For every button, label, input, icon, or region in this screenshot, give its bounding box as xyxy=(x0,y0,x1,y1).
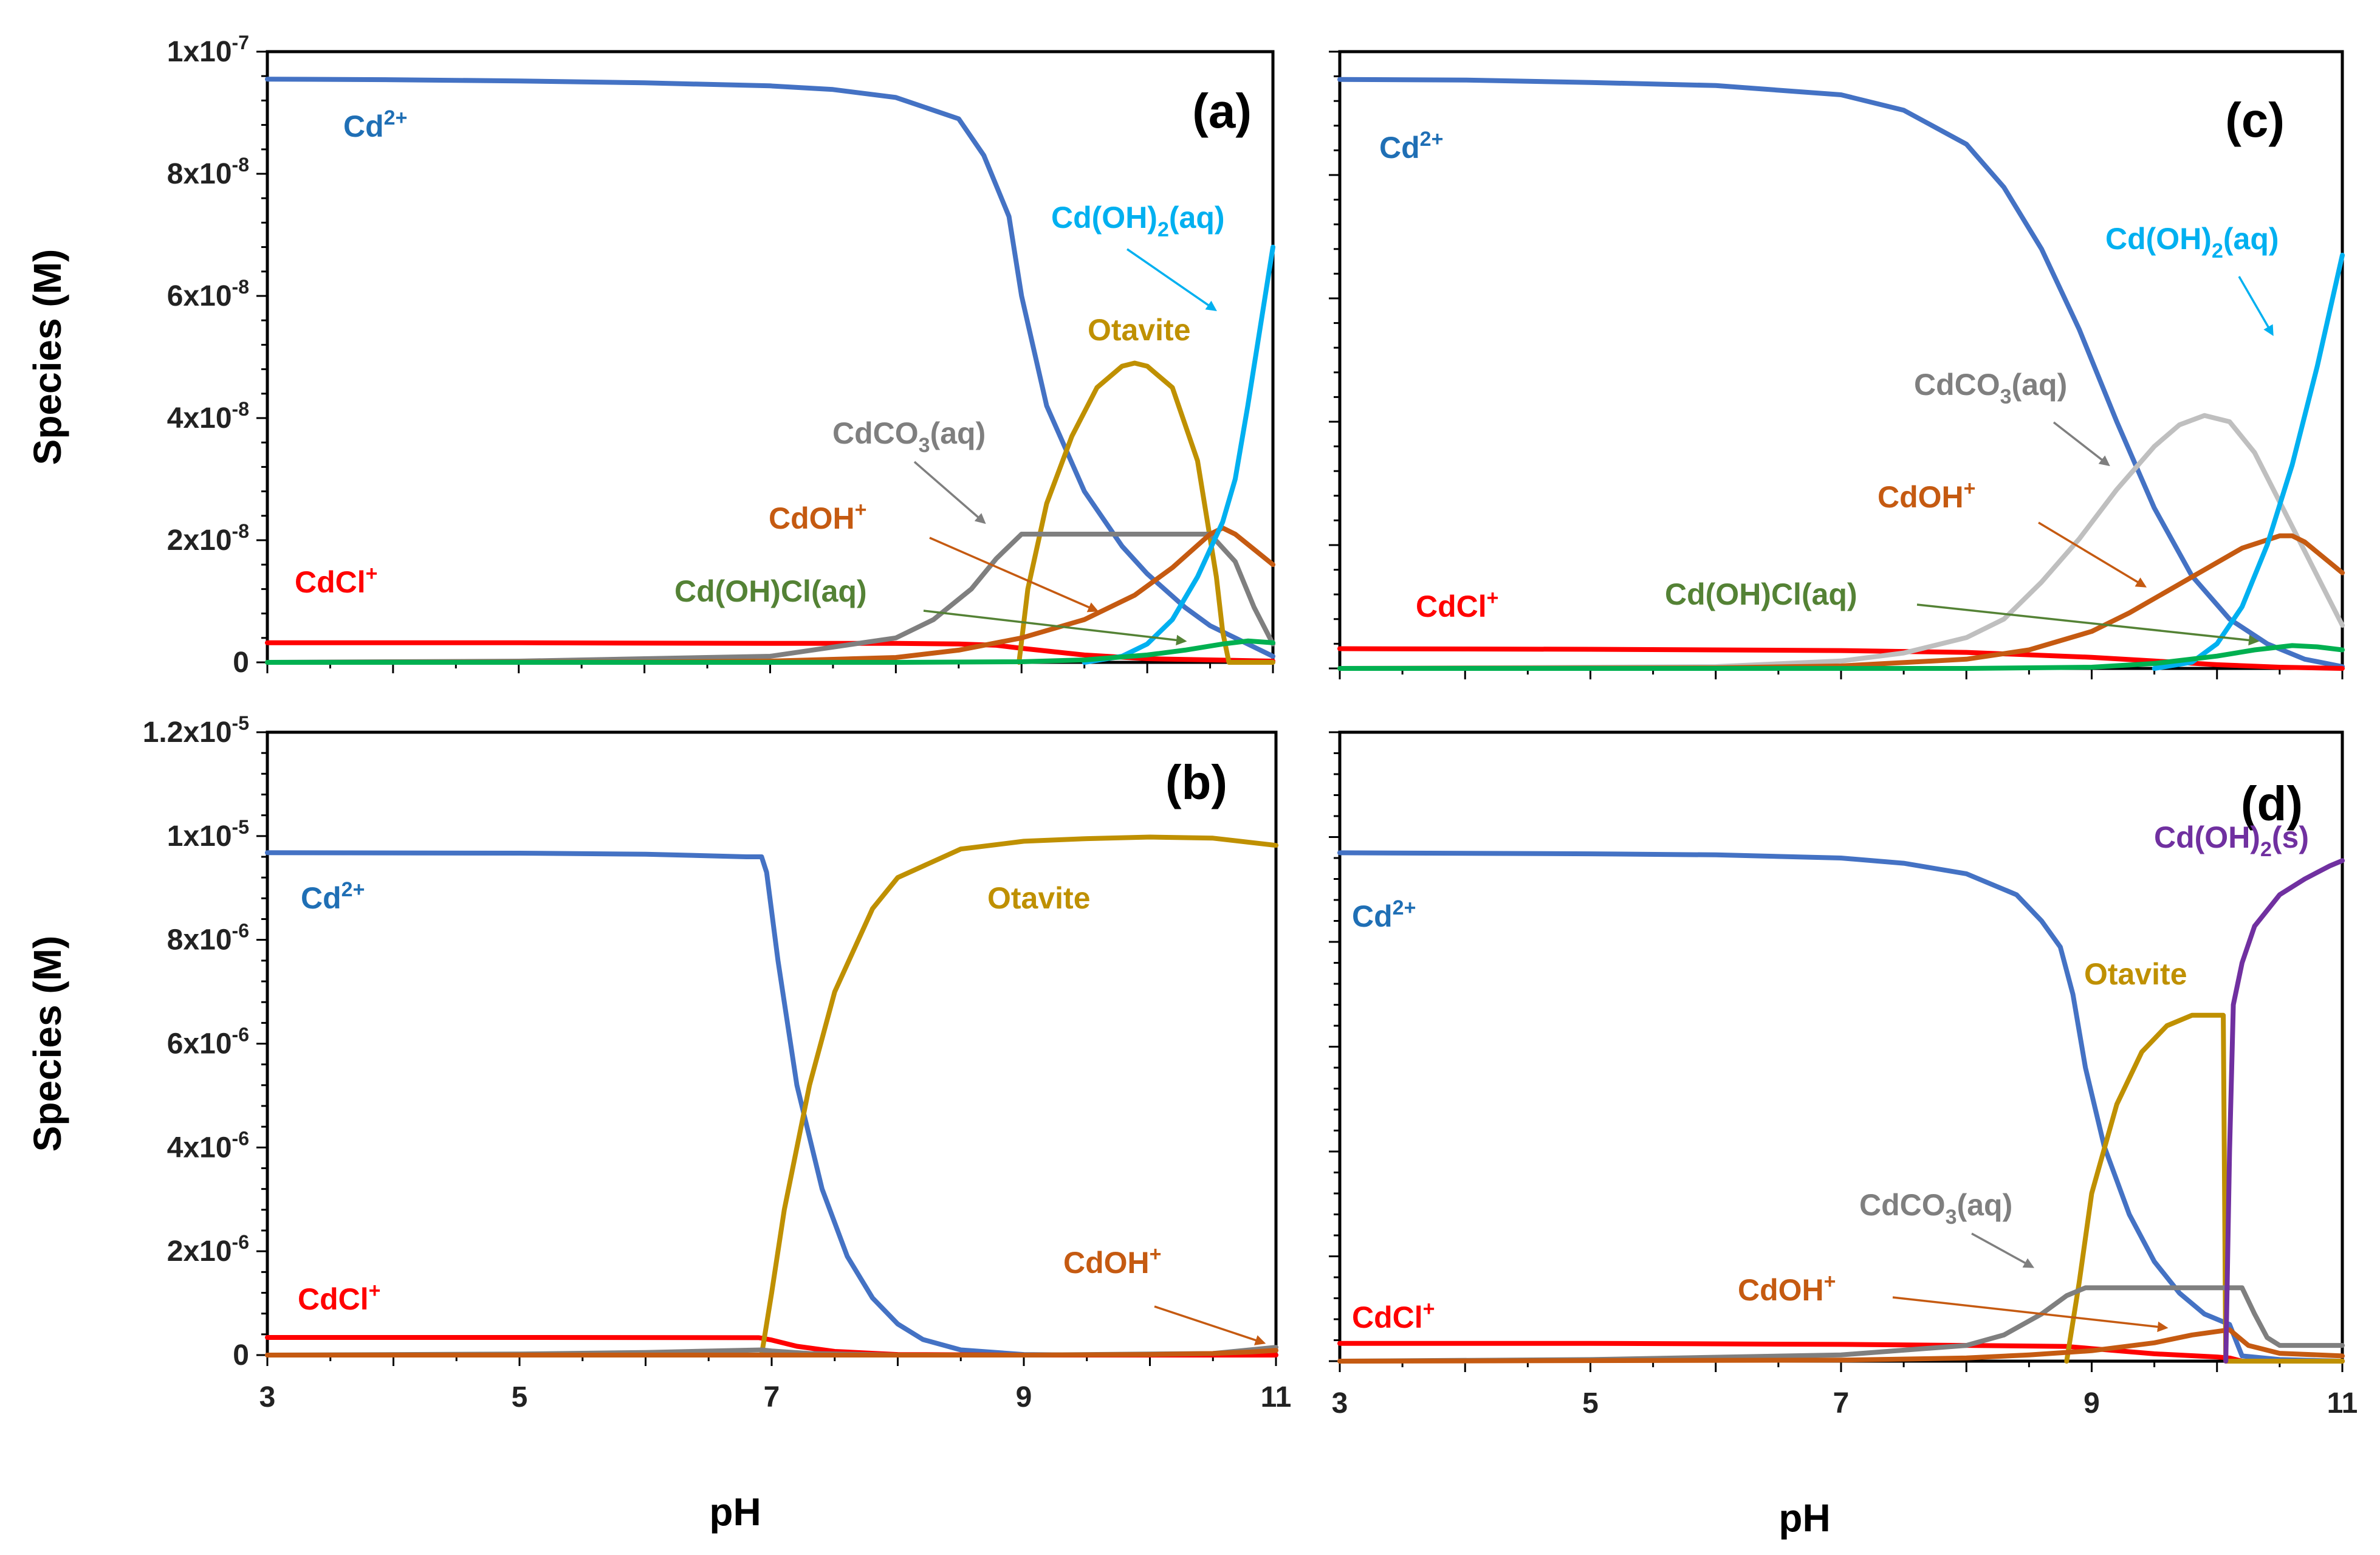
annotation-label: CdOH+ xyxy=(769,498,867,535)
annotation-label: Cd2+ xyxy=(301,878,365,915)
annotation-arrow xyxy=(1892,1296,2169,1333)
annotation-label: Cd(OH)2(aq) xyxy=(2105,222,2279,263)
y-tick-label: 8x10-6 xyxy=(167,920,249,956)
series-line-otavite xyxy=(759,834,1278,1358)
x-tick-label: 7 xyxy=(1833,1387,1850,1419)
annotation-arrow xyxy=(2238,276,2274,337)
annotation-label: Cd(OH)2(s) xyxy=(2154,820,2309,861)
series-line-cd-oh-2-aq- xyxy=(1082,244,1275,665)
annotation-label: Otavite xyxy=(2084,957,2187,991)
y-tick-label: 6x10-8 xyxy=(167,276,249,312)
annotation-label: Otavite xyxy=(987,881,1091,915)
annotation-label: Cd2+ xyxy=(343,106,407,143)
y-axis-label: Species (M) xyxy=(26,249,69,465)
series-line-otavite xyxy=(1017,360,1275,665)
series-line-cd2- xyxy=(1337,850,2345,1364)
annotation-label: CdOH+ xyxy=(1738,1270,1836,1307)
y-tick-label: 4x10-6 xyxy=(167,1127,249,1164)
series-line-cdoh- xyxy=(1337,533,2345,671)
y-axis-label: Species (M) xyxy=(26,936,69,1152)
series-line-otavite xyxy=(2064,1012,2345,1364)
series-line-cd-oh-2-aq- xyxy=(2152,252,2345,671)
annotation-label: CdOH+ xyxy=(1063,1243,1162,1280)
annotation-label: CdCl+ xyxy=(298,1279,381,1316)
y-tick-label: 1.2x10-5 xyxy=(143,712,249,749)
annotation-arrow xyxy=(923,609,1187,646)
series-line-cd-oh-cl-aq- xyxy=(1337,643,2345,671)
y-tick-label: 0 xyxy=(233,647,249,679)
x-tick-label: 3 xyxy=(259,1381,276,1413)
series-line-cdco3-aq- xyxy=(265,532,1275,665)
annotation-arrow xyxy=(1916,603,2260,646)
annotation-label: CdCl+ xyxy=(295,562,378,599)
x-tick-label: 9 xyxy=(1016,1381,1032,1413)
plot-frame xyxy=(266,50,1275,664)
series-line-cdco3-aq- xyxy=(1337,1285,2345,1364)
series-line-cd2- xyxy=(265,77,1275,659)
panel-d: 3 5 7 9 11 pH (d) Cd2+ Cd(OH)2(s) Otavite CdCO3(aq… xyxy=(1329,730,2358,1540)
x-tick-label: 11 xyxy=(1261,1381,1292,1413)
panel-label: (d) xyxy=(2241,777,2303,831)
series-line-cd-oh-cl-aq- xyxy=(265,638,1275,665)
annotation-label: CdCO3(aq) xyxy=(1914,368,2067,408)
annotation-label: CdCl+ xyxy=(1416,586,1499,623)
y-tick-label: 6x10-6 xyxy=(167,1024,249,1060)
y-tick-label: 1x10-5 xyxy=(167,816,249,853)
y-tick-label: 2x10-6 xyxy=(167,1231,249,1268)
x-axis-label: pH xyxy=(709,1490,761,1534)
annotation-arrow xyxy=(2052,421,2110,467)
annotation-label: Cd(OH)Cl(aq) xyxy=(674,574,867,608)
x-tick-label: 3 xyxy=(1332,1387,1348,1419)
annotation-label: CdCO3(aq) xyxy=(832,416,986,457)
annotation-arrow xyxy=(2038,521,2147,588)
panel-a: 0 2x10-8 4x10-8 6x10-8 8x10-8 1x10-7 Species (… xyxy=(26,32,1275,679)
y-tick-label: 2x10-8 xyxy=(167,520,249,557)
panel-label: (b) xyxy=(1165,755,1227,809)
y-tick-label: 1x10-7 xyxy=(167,32,249,68)
annotation-label: CdCl+ xyxy=(1352,1297,1435,1334)
x-tick-label: 9 xyxy=(2083,1387,2100,1419)
y-tick-label: 0 xyxy=(233,1339,249,1371)
annotation-arrow xyxy=(1154,1305,1266,1345)
annotation-label: Cd2+ xyxy=(1352,896,1416,933)
series-line-cdoh- xyxy=(265,1348,1278,1358)
annotation-label: Cd2+ xyxy=(1379,128,1443,165)
x-axis-label: pH xyxy=(1778,1496,1830,1540)
annotation-label: CdCO3(aq) xyxy=(1859,1188,2012,1229)
annotation-label: Otavite xyxy=(1088,313,1191,347)
panel-label: (a) xyxy=(1192,84,1252,138)
y-tick-label: 8x10-8 xyxy=(167,154,249,190)
annotation-arrow xyxy=(929,537,1099,613)
panel-c: (c) Cd2+ Cd(OH)2(aq) CdCO3(aq) CdOH+ CdCl+ Cd(… xyxy=(1329,50,2345,679)
panel-b: 0 2x10-6 4x10-6 6x10-6 8x10-6 1x10-5 1.2x10-5 3… xyxy=(26,712,1291,1534)
series-line-cdco3-aq- xyxy=(1337,413,2345,671)
y-tick-label: 4x10-8 xyxy=(167,398,249,434)
annotation-arrow xyxy=(1971,1232,2035,1268)
x-tick-label: 11 xyxy=(2327,1387,2358,1419)
panel-label: (c) xyxy=(2225,93,2285,147)
annotation-arrow xyxy=(1127,248,1217,311)
x-tick-label: 7 xyxy=(764,1381,780,1413)
x-tick-label: 5 xyxy=(1582,1387,1599,1419)
annotation-arrow xyxy=(913,461,986,524)
series-line-cdoh- xyxy=(1337,1327,2345,1364)
x-tick-label: 5 xyxy=(512,1381,528,1413)
annotation-label: Cd(OH)2(aq) xyxy=(1051,201,1225,241)
series-line-cd2- xyxy=(1337,77,2345,669)
series-line-cdcl- xyxy=(1337,646,2345,671)
annotation-label: CdOH+ xyxy=(1878,477,1976,514)
annotation-label: Cd(OH)Cl(aq) xyxy=(1665,577,1857,611)
series-line-cd-oh-2-s- xyxy=(2223,858,2345,1364)
